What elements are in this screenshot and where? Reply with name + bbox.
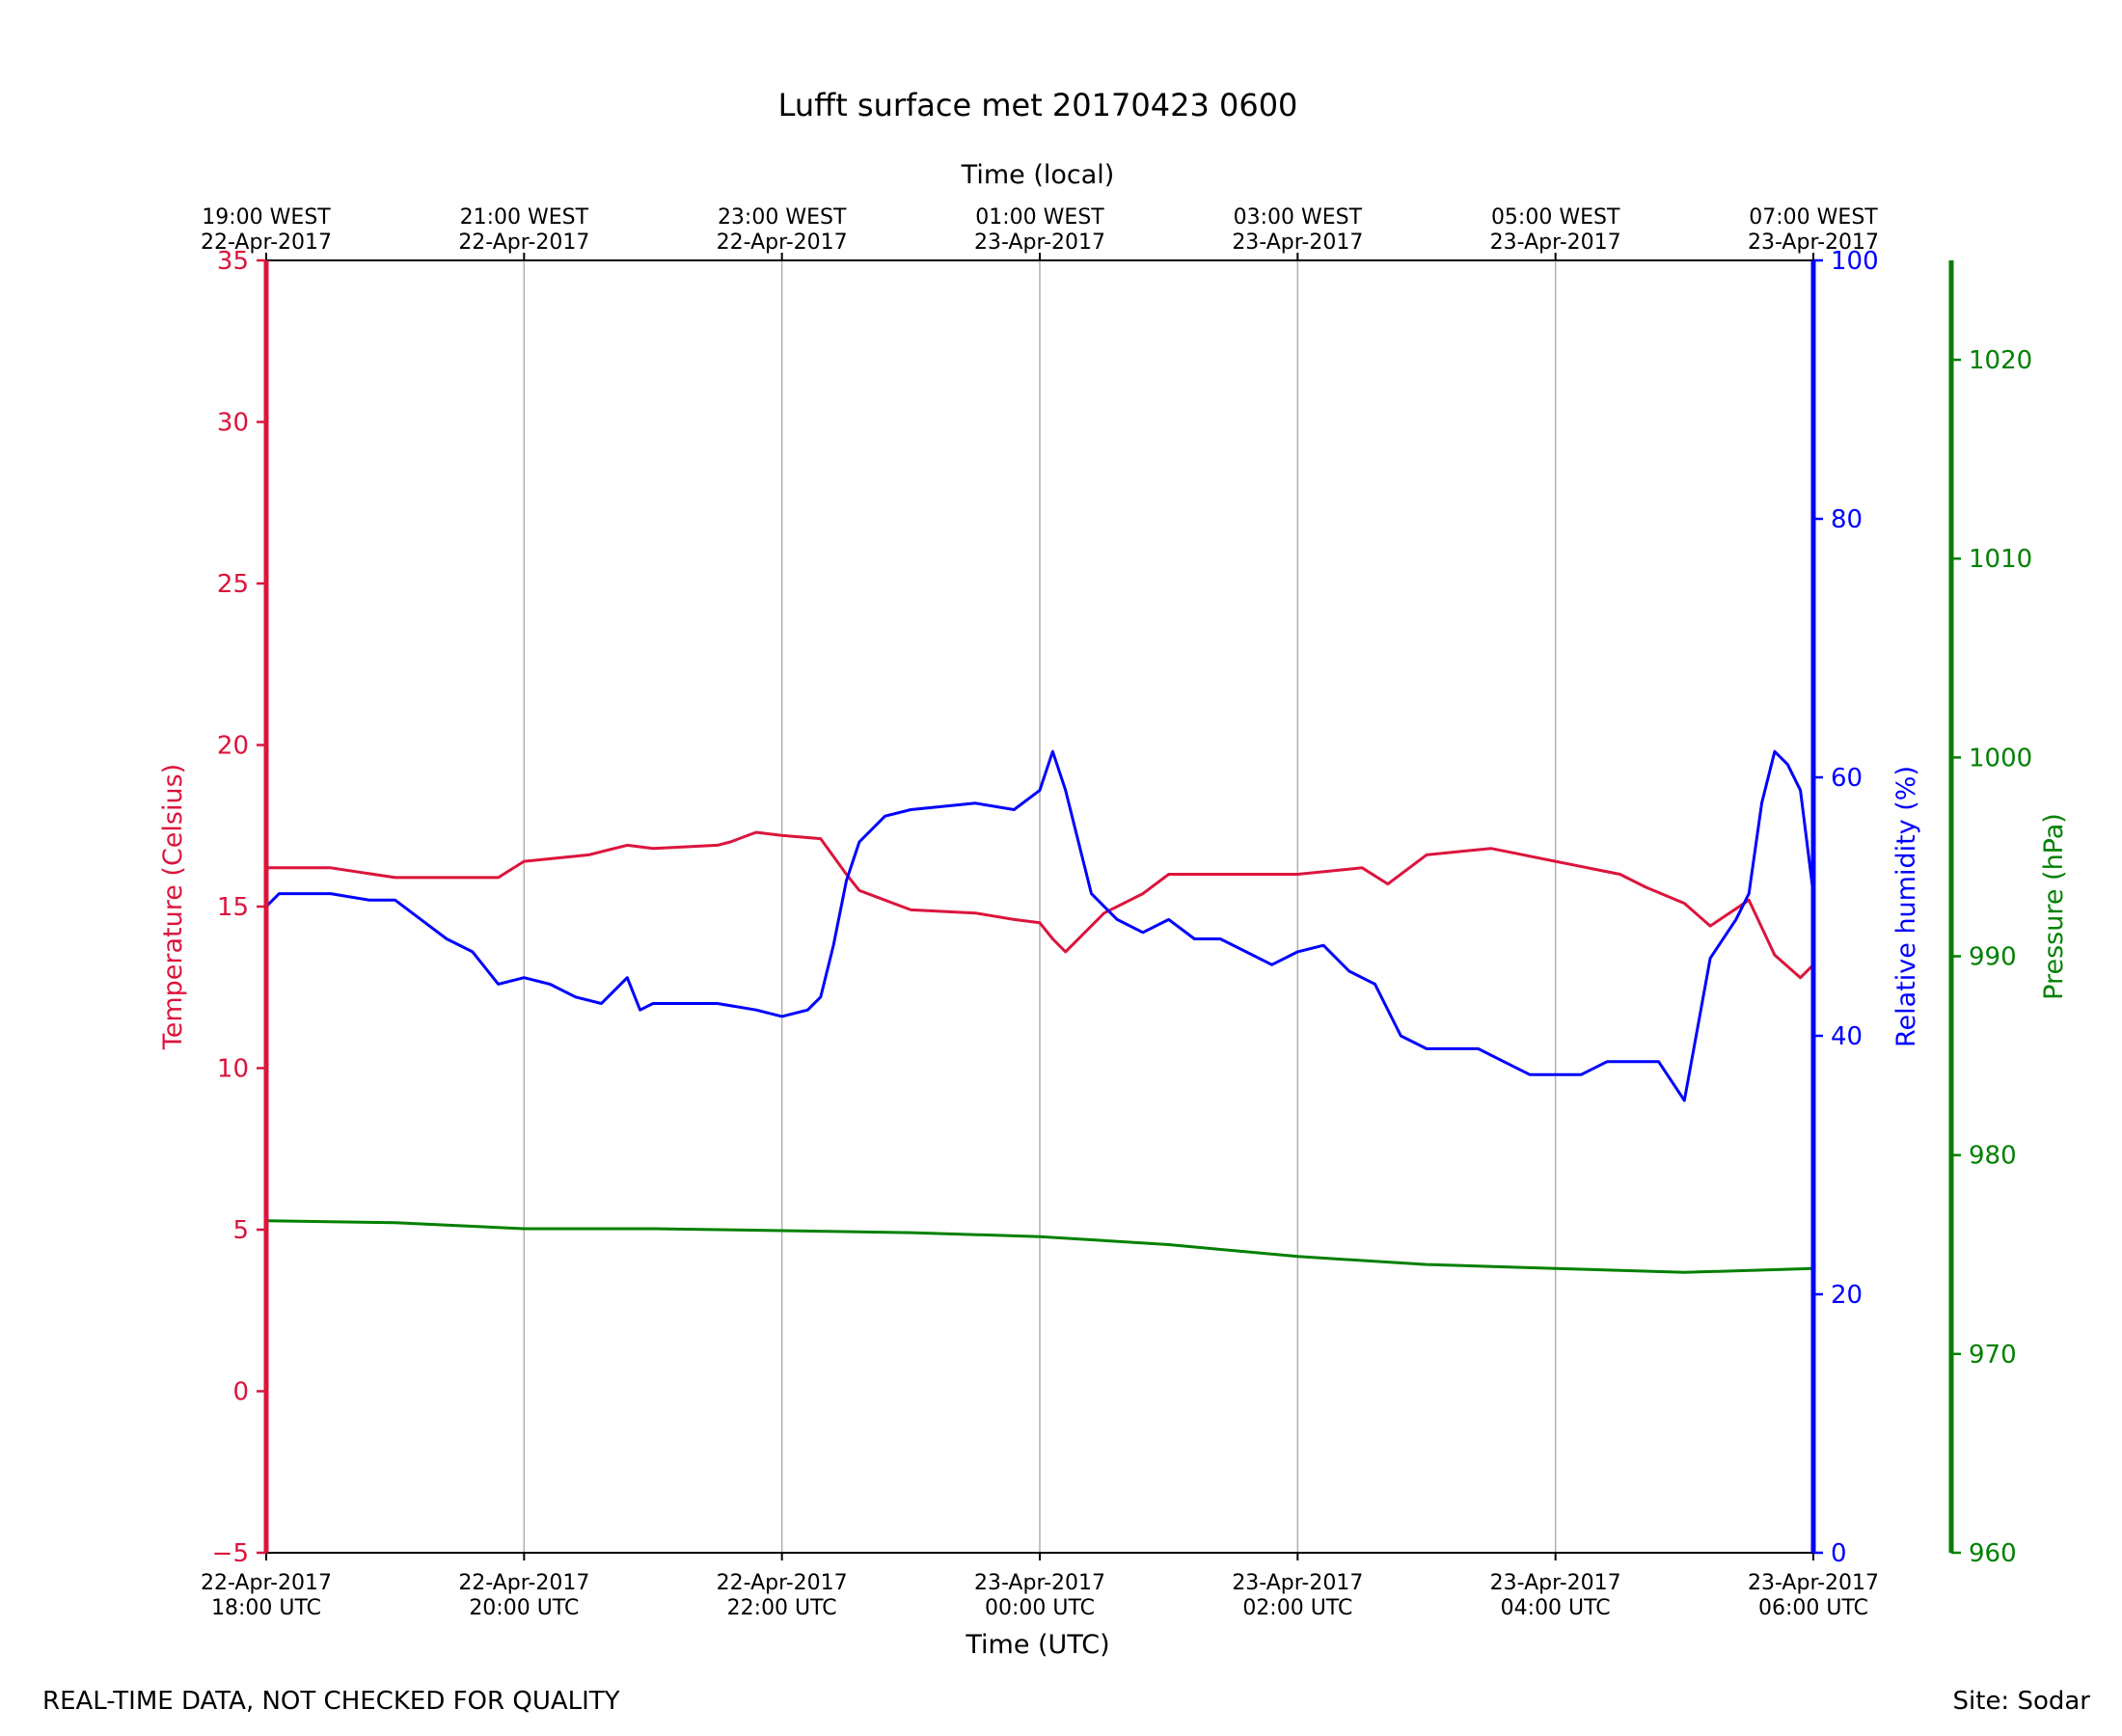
x-tick-top-date-2: 22-Apr-2017	[717, 231, 848, 255]
x-tick-top-date-0: 22-Apr-2017	[201, 231, 332, 255]
rh-tick-label-0: 0	[1831, 1539, 1847, 1568]
pres-tick-label-2: 980	[1969, 1142, 2017, 1171]
temp-tick-label-7: 30	[217, 409, 249, 438]
x-tick-bottom-time-1: 20:00 UTC	[469, 1596, 579, 1620]
x-tick-top-time-2: 23:00 WEST	[718, 205, 847, 230]
pres-tick-label-6: 1020	[1969, 346, 2032, 375]
x-tick-bottom-time-5: 04:00 UTC	[1501, 1596, 1611, 1620]
chart-title: Lufft surface met 20170423 0600	[778, 87, 1298, 123]
temp-tick-label-1: 0	[232, 1378, 249, 1407]
x-tick-top-time-0: 19:00 WEST	[202, 205, 331, 230]
temp-tick-label-2: 5	[232, 1216, 249, 1245]
rh-tick-label-1: 20	[1831, 1281, 1863, 1310]
x-tick-bottom-date-0: 22-Apr-2017	[201, 1571, 332, 1595]
x-tick-bottom-time-2: 22:00 UTC	[727, 1596, 837, 1620]
x-tick-top-date-4: 23-Apr-2017	[1232, 231, 1363, 255]
x-tick-top-date-6: 23-Apr-2017	[1748, 231, 1879, 255]
temp-tick-label-6: 25	[217, 570, 249, 599]
series-layer	[264, 749, 1815, 1274]
temp-axis-title: Temperature (Celsius)	[158, 764, 188, 1050]
rh-tick-label-5: 100	[1831, 247, 1879, 276]
temp-tick-label-8: 35	[217, 247, 249, 276]
x-tick-top-date-5: 23-Apr-2017	[1490, 231, 1621, 255]
x-tick-top-time-3: 01:00 WEST	[975, 205, 1104, 230]
x-tick-bottom-time-3: 00:00 UTC	[985, 1596, 1095, 1620]
x-tick-top-time-5: 05:00 WEST	[1491, 205, 1620, 230]
series-line-pressure	[265, 1219, 1814, 1274]
rh-tick-label-2: 40	[1831, 1022, 1863, 1051]
pres-tick-label-5: 1010	[1969, 545, 2032, 574]
temp-tick-label-4: 15	[217, 893, 249, 922]
temp-tick-label-0: −5	[212, 1539, 249, 1568]
pres-tick-label-3: 990	[1969, 943, 2017, 972]
x-tick-bottom-date-1: 22-Apr-2017	[458, 1571, 589, 1595]
x-tick-bottom-date-3: 23-Apr-2017	[974, 1571, 1105, 1595]
x-tick-bottom-date-4: 23-Apr-2017	[1232, 1571, 1363, 1595]
rh-tick-label-3: 60	[1831, 764, 1863, 793]
temp-tick-label-5: 20	[217, 732, 249, 761]
x-tick-bottom-date-5: 23-Apr-2017	[1490, 1571, 1621, 1595]
grid-layer	[523, 260, 1557, 1553]
pres-axis-title: Pressure (hPa)	[2039, 813, 2069, 1000]
rh-tick-label-4: 80	[1831, 505, 1863, 534]
x-tick-bottom-date-6: 23-Apr-2017	[1748, 1571, 1879, 1595]
pres-tick-label-0: 960	[1969, 1539, 2017, 1568]
x-tick-bottom-date-2: 22-Apr-2017	[717, 1571, 848, 1595]
x-tick-top-date-1: 22-Apr-2017	[458, 231, 589, 255]
x-tick-bottom-time-0: 18:00 UTC	[211, 1596, 321, 1620]
rh-axis-title: Relative humidity (%)	[1891, 766, 1921, 1047]
x-tick-top-time-6: 07:00 WEST	[1749, 205, 1878, 230]
series-line-temperature	[266, 830, 1815, 980]
x-tick-bottom-time-6: 06:00 UTC	[1758, 1596, 1868, 1620]
x-tick-top-time-1: 21:00 WEST	[460, 205, 589, 230]
series-line-relative-humidity	[264, 749, 1815, 1102]
quality-disclaimer: REAL-TIME DATA, NOT CHECKED FOR QUALITY	[42, 1687, 620, 1716]
pres-tick-label-1: 970	[1969, 1341, 2017, 1370]
x-axis-top-label: Time (local)	[961, 160, 1115, 190]
x-axis-bottom-label: Time (UTC)	[965, 1630, 1109, 1660]
x-tick-top-date-3: 23-Apr-2017	[974, 231, 1105, 255]
temp-tick-label-3: 10	[217, 1055, 249, 1084]
site-label: Site: Sodar	[1952, 1687, 2090, 1716]
x-tick-top-time-4: 03:00 WEST	[1234, 205, 1363, 230]
x-tick-bottom-time-4: 02:00 UTC	[1242, 1596, 1352, 1620]
pres-tick-label-4: 1000	[1969, 744, 2032, 773]
